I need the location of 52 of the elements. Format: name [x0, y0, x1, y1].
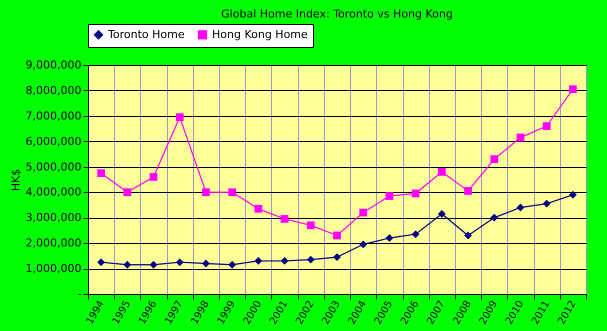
point [97, 169, 105, 178]
point [464, 187, 472, 195]
point [359, 240, 368, 248]
point [516, 204, 524, 212]
chart-title: Global Home Index: Toronto vs Hong Kong [221, 8, 453, 20]
point [280, 257, 288, 265]
legend-label: Toronto Home [107, 28, 185, 41]
y-tick-label: 6,000,000 [26, 134, 82, 148]
point [412, 230, 420, 238]
point [228, 260, 236, 269]
point [386, 192, 394, 200]
point [254, 257, 262, 265]
y-tick-label: 4,000,000 [26, 186, 82, 199]
point [333, 253, 341, 261]
y-tick-label: 9,000,000 [26, 58, 82, 72]
point [333, 232, 341, 240]
point [306, 256, 315, 264]
point [123, 260, 132, 269]
y-tick-label: 3,000,000 [26, 211, 82, 224]
point [464, 232, 472, 240]
point [542, 122, 551, 130]
point [280, 215, 288, 223]
point [438, 168, 446, 176]
point [490, 214, 498, 222]
point [202, 188, 210, 196]
point [176, 258, 184, 266]
point [412, 190, 420, 198]
point [569, 85, 577, 94]
point [516, 134, 524, 142]
point [438, 210, 446, 218]
point [359, 208, 368, 216]
y-tick-label: 8,000,000 [26, 84, 82, 97]
legend-label: Hong Kong Home [212, 28, 308, 41]
y-tick-label: 7,000,000 [26, 109, 82, 122]
point [306, 221, 315, 230]
point [176, 113, 184, 122]
point [569, 190, 577, 199]
point [123, 188, 132, 196]
y-tick-label: 5,000,000 [26, 160, 82, 174]
point [386, 234, 394, 242]
y-tick-label: - [78, 288, 82, 300]
point [254, 204, 262, 213]
point [228, 188, 236, 196]
point [150, 173, 158, 181]
point [542, 200, 551, 208]
y-tick-label: 2,000,000 [26, 236, 82, 250]
point [490, 155, 498, 164]
point [150, 260, 158, 269]
point [202, 260, 210, 268]
y-axis-title: HK$ [10, 168, 23, 192]
y-tick-label: 1,000,000 [26, 262, 82, 276]
point [97, 258, 105, 266]
